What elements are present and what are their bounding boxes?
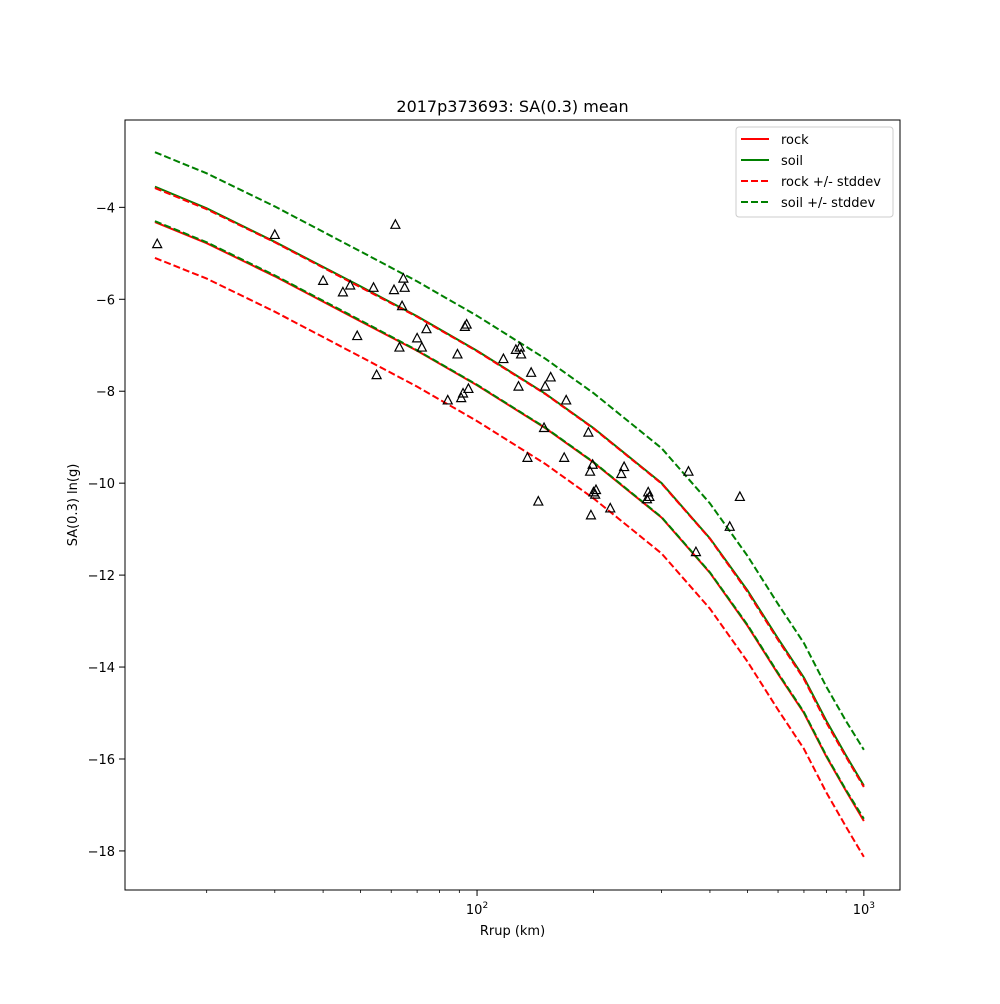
observation-point <box>396 299 408 311</box>
observation-point <box>545 371 557 382</box>
observation-point <box>604 502 616 513</box>
y-tick-label: −10 <box>88 477 115 492</box>
observation-point <box>513 380 525 391</box>
observation-point <box>397 272 409 283</box>
observation-point <box>525 366 537 377</box>
observation-point <box>371 368 383 380</box>
legend-box <box>735 126 894 218</box>
y-tick-label: −6 <box>96 293 115 308</box>
plot-area <box>151 151 865 858</box>
observation-point <box>641 492 653 504</box>
legend-label: soil +/- stddev <box>781 196 876 211</box>
observation-point <box>420 322 432 334</box>
observation-point <box>510 343 522 354</box>
observation-point <box>351 329 363 341</box>
observation-point <box>584 465 596 476</box>
x-tick-label: 103 <box>853 901 875 918</box>
observation-point <box>587 458 599 469</box>
observation-point <box>497 352 509 364</box>
observation-point <box>538 421 550 433</box>
observation-point <box>368 281 380 292</box>
observation-point <box>558 451 570 462</box>
axes-frame <box>124 119 901 891</box>
observation-point <box>521 451 533 462</box>
legend-label: soil <box>781 154 803 169</box>
observation-point <box>515 348 527 359</box>
observation-point <box>388 283 400 295</box>
observation-point <box>582 426 594 437</box>
observation-point <box>734 490 746 502</box>
series-line-rock-stddev-2 <box>154 187 865 788</box>
x-axis-label: Rrup (km) <box>480 924 545 939</box>
observation-point <box>560 394 572 405</box>
observation-point <box>682 465 694 476</box>
observation-point <box>411 332 423 343</box>
observation-point <box>461 318 473 329</box>
y-axis-label: SA(0.3) ln(g) <box>66 464 81 547</box>
series-line-soil-stddev-5 <box>154 220 865 820</box>
observation-point <box>642 486 654 497</box>
observation-point <box>462 382 474 394</box>
observation-point <box>690 545 702 557</box>
y-tick-label: −12 <box>88 569 115 584</box>
series-line-soil-stddev-4 <box>154 151 865 751</box>
series-line-rock-stddev-3 <box>154 256 865 858</box>
observation-point <box>590 483 602 495</box>
y-tick-label: −16 <box>88 753 115 768</box>
y-axis: −4 −6 −8 −10 −12 −14 −16 −18 <box>88 201 125 860</box>
observation-point <box>618 460 630 472</box>
legend-label: rock +/- stddev <box>781 175 881 190</box>
chart-title: 2017p373693: SA(0.3) mean <box>396 97 628 116</box>
observation-point <box>416 341 428 352</box>
observation-point <box>615 467 627 479</box>
observation-point <box>151 237 163 249</box>
y-tick-label: −4 <box>96 201 115 216</box>
observation-point <box>724 520 736 531</box>
observation-point <box>337 286 349 297</box>
legend: rock soil rock +/- stddev soil +/- stddev <box>735 126 894 218</box>
observation-point <box>393 341 405 352</box>
observation-point <box>643 490 655 502</box>
observation-point <box>269 228 281 240</box>
legend-label: rock <box>781 133 809 148</box>
y-tick-label: −14 <box>88 661 115 676</box>
x-tick-label: 102 <box>466 901 488 918</box>
y-tick-label: −18 <box>88 845 115 860</box>
observation-point <box>317 274 329 285</box>
y-tick-label: −8 <box>96 385 115 400</box>
x-axis: 102 103 <box>206 890 875 918</box>
observation-point <box>389 218 401 229</box>
observation-point <box>344 279 356 290</box>
observation-point <box>539 380 551 391</box>
observation-point <box>399 281 411 292</box>
observation-point <box>451 348 463 359</box>
observation-point <box>532 495 544 506</box>
observation-point <box>442 394 454 405</box>
observation-point <box>585 509 597 520</box>
